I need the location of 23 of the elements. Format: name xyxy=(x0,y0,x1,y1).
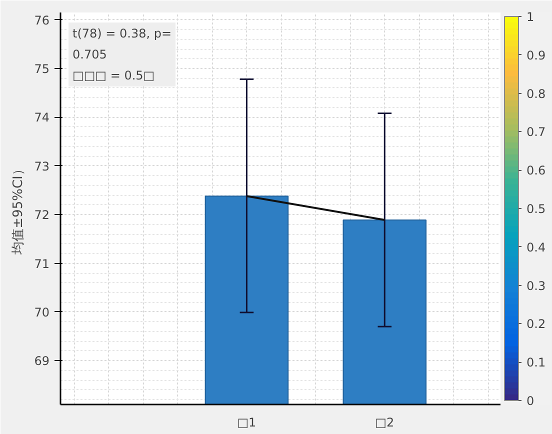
color-bar-label: 0 xyxy=(526,394,534,408)
y-tick-label: 76 xyxy=(34,13,50,28)
color-bar-label: 0.6 xyxy=(526,164,546,178)
color-bar-label: 0.4 xyxy=(526,240,546,254)
color-bar-label: 0.9 xyxy=(526,48,546,62)
y-tick-label: 72 xyxy=(34,208,50,222)
y-tick-label: 69 xyxy=(34,354,50,368)
color-bar-label: 0.7 xyxy=(526,125,546,140)
color-bar-label: 0.2 xyxy=(526,317,546,332)
y-tick-label: 71 xyxy=(34,256,50,271)
y-tick-label: 74 xyxy=(34,110,50,125)
color-bar-label: 0.8 xyxy=(526,86,546,101)
x-tick-label: □1 xyxy=(237,416,256,430)
color-bar-label: 0.3 xyxy=(526,278,546,293)
annotation: t(78) = 0.38, p= 0.705 □□□ = 0.5□ xyxy=(72,26,172,82)
y-tick-label: 73 xyxy=(34,159,50,174)
color-bar-label: 1 xyxy=(526,10,534,24)
color-bar-label: 0.1 xyxy=(526,356,546,370)
x-tick-label: □2 xyxy=(375,416,394,430)
y-axis-title: 均值±95%CI） xyxy=(11,162,26,256)
y-tick-label: 75 xyxy=(34,62,50,76)
color-bar-label: 0.5 xyxy=(526,202,546,216)
y-tick-label: 70 xyxy=(34,305,50,320)
